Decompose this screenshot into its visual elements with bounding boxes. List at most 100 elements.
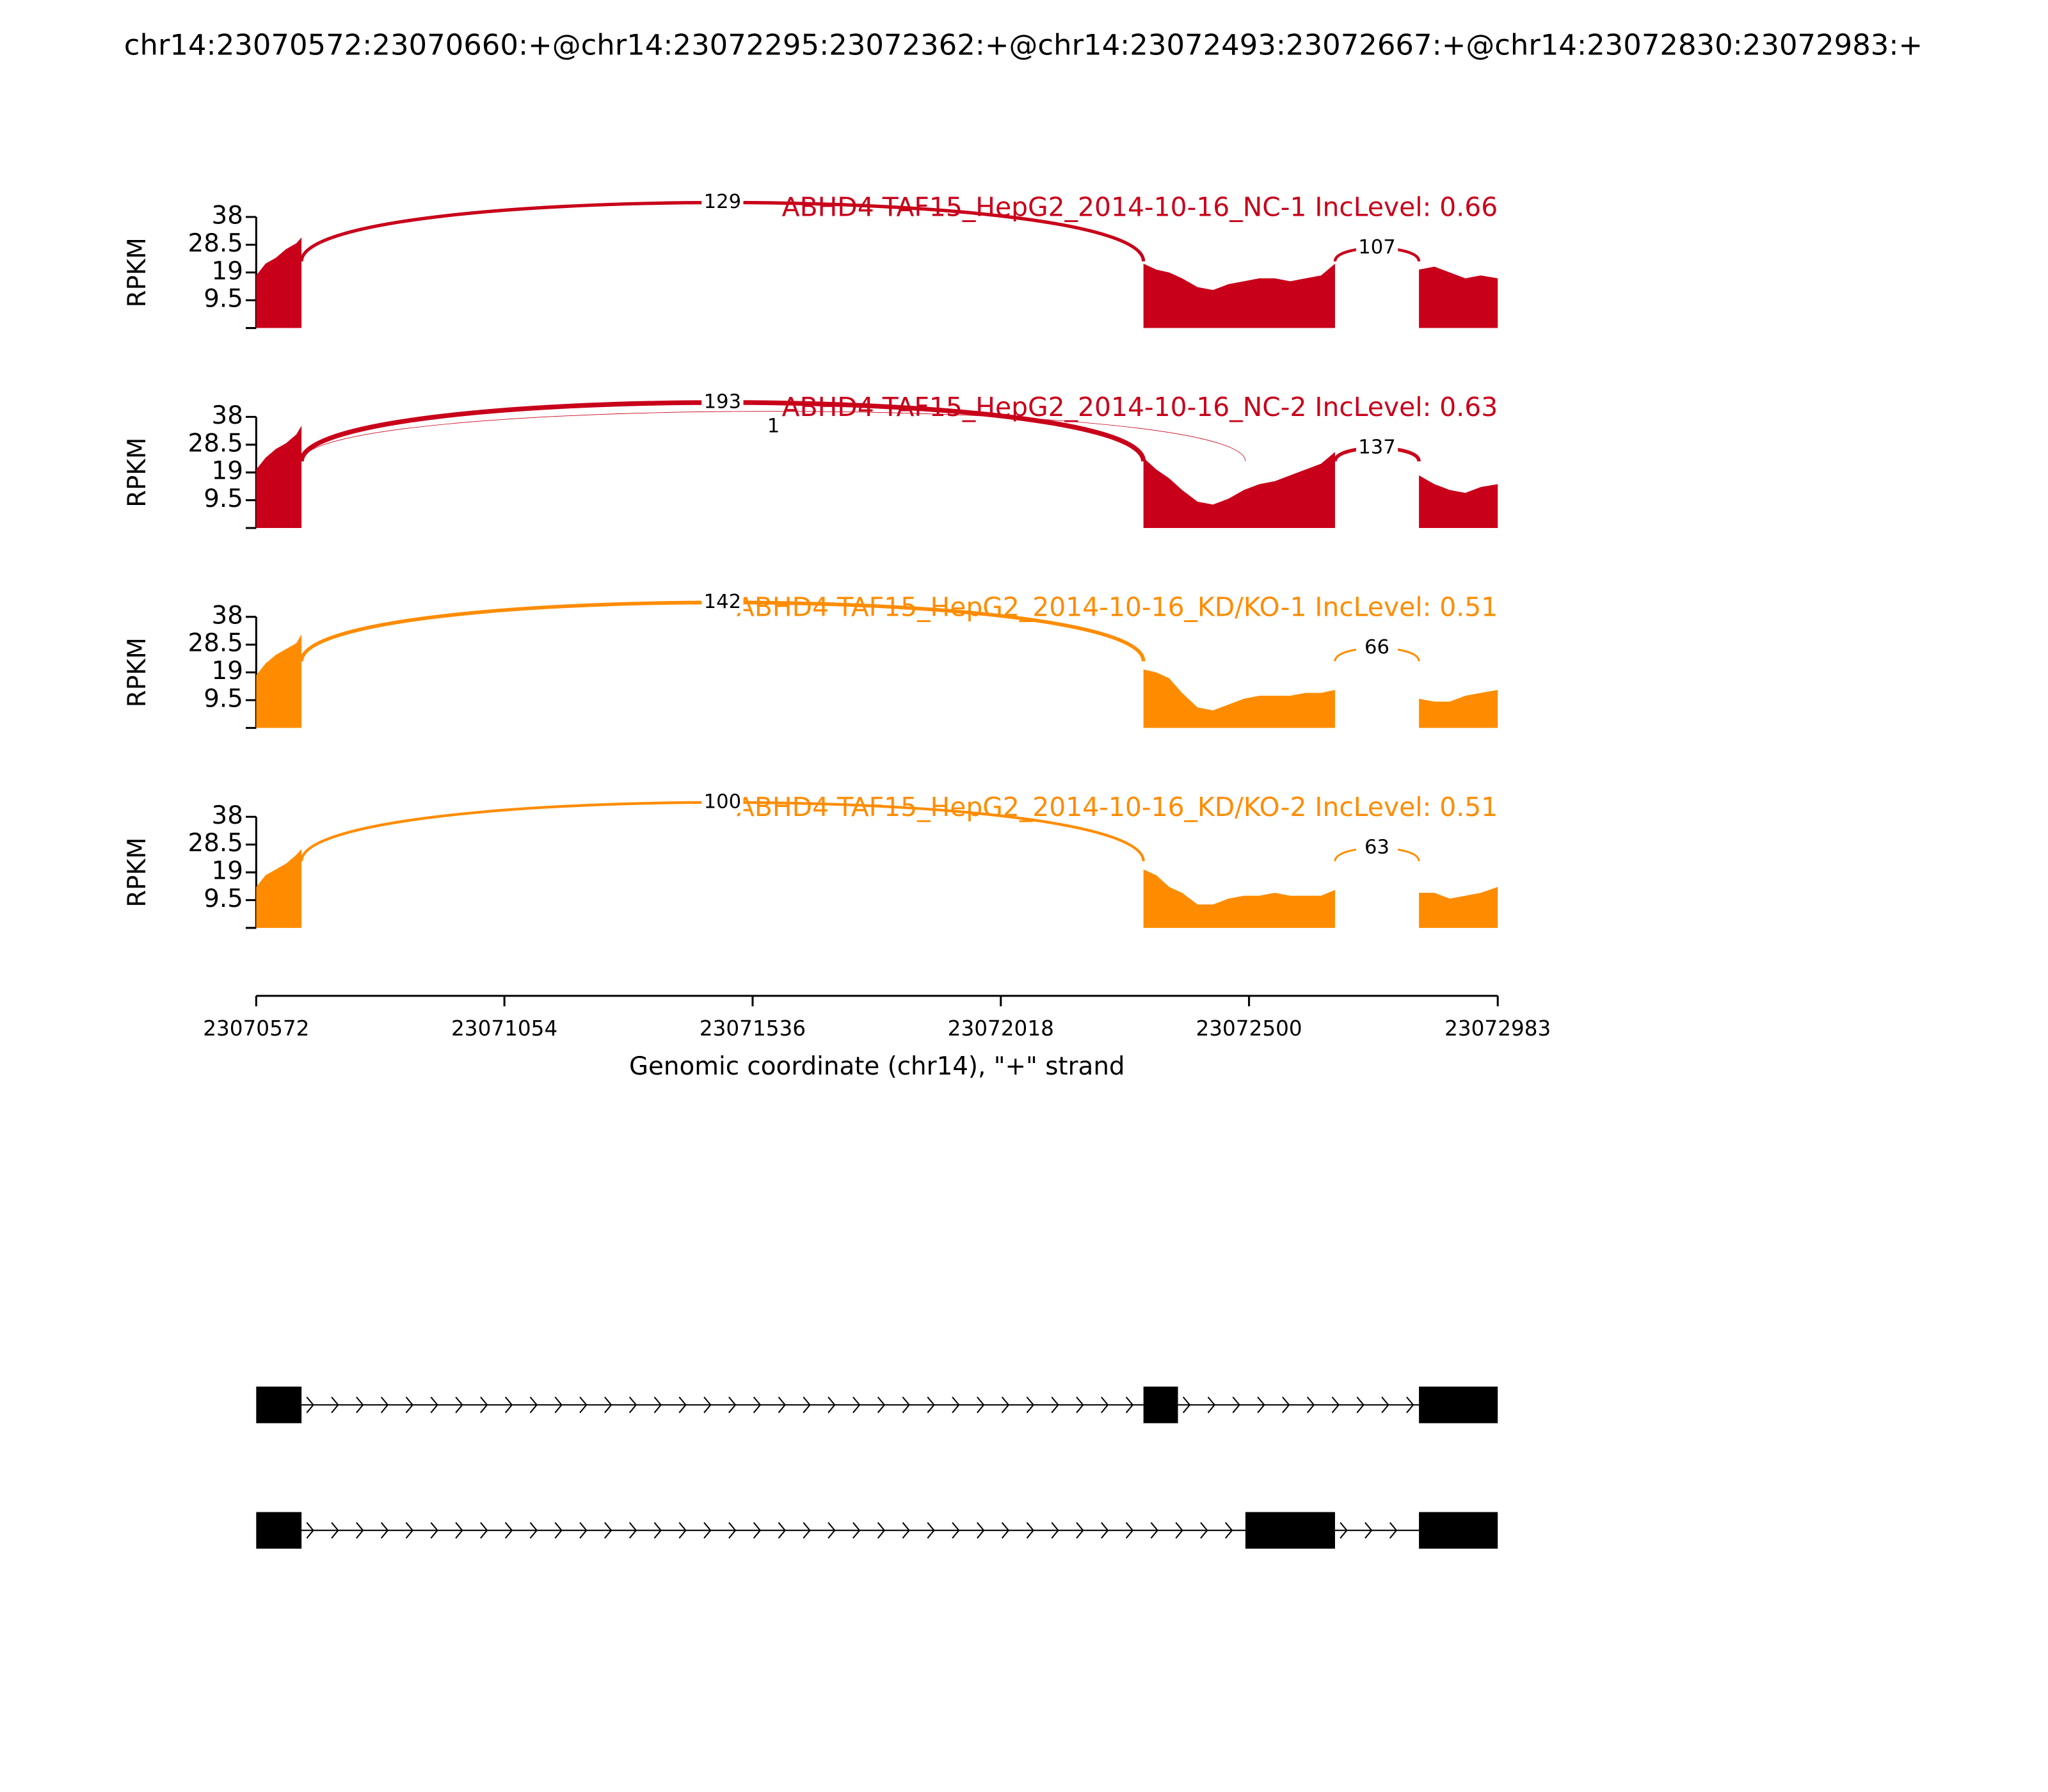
y-tick-label: 9.5 [204,884,243,913]
junction-label-bg [701,592,744,613]
y-axis-label: RPKM [123,438,152,508]
exon [256,1512,302,1549]
strand-chevron [803,1522,811,1539]
coverage-area [256,237,1498,328]
strand-chevron [927,1522,935,1539]
strand-chevron [653,1522,662,1539]
junction-label: 142 [704,591,741,613]
strand-chevron [828,1396,836,1414]
y-tick-label: 9.5 [204,484,243,513]
strand-chevron [1356,1396,1364,1414]
junction-label: 107 [1358,236,1395,259]
x-tick-label: 23072983 [1444,1016,1551,1041]
strand-chevron [1406,1396,1414,1414]
strand-chevron [902,1396,910,1414]
strand-chevron [628,1396,637,1414]
strand-chevron [678,1396,687,1414]
junction-label-bg [1356,237,1398,259]
junction-label-bg [701,392,744,413]
strand-chevron [554,1522,563,1539]
strand-chevron [504,1396,513,1414]
strand-chevron [529,1396,538,1414]
exon [1419,1386,1498,1423]
strand-chevron [1101,1396,1109,1414]
strand-chevron [977,1396,985,1414]
junction-label-bg [701,192,744,213]
junction-label: 63 [1364,836,1389,858]
y-tick-label: 38 [212,801,243,830]
strand-chevron [1331,1396,1340,1414]
strand-chevron [430,1396,438,1414]
strand-chevron [753,1396,762,1414]
coverage-area [256,849,1498,928]
y-tick-label: 38 [212,601,243,630]
junction-label: 1 [767,415,780,438]
y-tick-label: 28.5 [188,429,243,458]
strand-chevron [1389,1522,1398,1539]
strand-chevron [1101,1522,1109,1539]
strand-chevron [1026,1396,1034,1414]
strand-chevron [1364,1522,1373,1539]
strand-chevron [852,1396,861,1414]
junction-label: 66 [1364,636,1389,659]
x-tick-label: 23071054 [451,1016,557,1041]
strand-chevron [1282,1396,1290,1414]
panel-label: ABHD4 TAF15_HepG2_2014-10-16_KD/KO-1 Inc… [737,592,1498,623]
strand-chevron [504,1522,513,1539]
coverage-area [256,426,1498,528]
strand-chevron [455,1522,463,1539]
strand-chevron [1225,1522,1233,1539]
strand-chevron [380,1396,389,1414]
coverage-area [256,634,1498,728]
strand-chevron [529,1522,538,1539]
strand-chevron [778,1396,786,1414]
y-axis-label: RPKM [123,637,152,707]
strand-chevron [728,1522,737,1539]
junction-label-bg [1356,637,1398,659]
strand-chevron [703,1522,712,1539]
exon [1143,1386,1178,1423]
strand-chevron [405,1522,414,1539]
strand-chevron [778,1522,786,1539]
y-tick-label: 9.5 [204,285,243,314]
strand-chevron [902,1522,910,1539]
strand-chevron [1232,1396,1240,1414]
strand-chevron [653,1396,662,1414]
strand-chevron [331,1522,339,1539]
strand-chevron [678,1522,687,1539]
strand-chevron [430,1522,438,1539]
strand-chevron [1076,1522,1084,1539]
strand-chevron [803,1396,811,1414]
strand-chevron [1182,1396,1191,1414]
strand-chevron [852,1522,861,1539]
x-tick-label: 23071536 [700,1016,806,1041]
y-tick-label: 28.5 [188,629,243,658]
y-axis-label: RPKM [123,837,152,907]
strand-chevron [1207,1396,1216,1414]
strand-chevron [455,1396,463,1414]
strand-chevron [977,1522,985,1539]
strand-chevron [1306,1396,1315,1414]
strand-chevron [1001,1396,1010,1414]
strand-chevron [1150,1522,1158,1539]
y-tick-label: 38 [212,201,243,230]
strand-chevron [380,1522,389,1539]
y-tick-label: 9.5 [204,685,243,714]
strand-chevron [579,1522,588,1539]
strand-chevron [1381,1396,1389,1414]
strand-chevron [1257,1396,1265,1414]
junction-label-bg [701,792,744,813]
strand-chevron [331,1396,339,1414]
strand-chevron [1026,1522,1034,1539]
y-tick-label: 19 [212,857,243,886]
strand-chevron [306,1396,314,1414]
strand-chevron [877,1396,886,1414]
chart-title: chr14:23070572:23070660:+@chr14:23072295… [124,28,1923,62]
strand-chevron [356,1522,364,1539]
strand-chevron [356,1396,364,1414]
strand-chevron [952,1396,960,1414]
y-tick-label: 28.5 [188,829,243,858]
strand-chevron [1175,1522,1183,1539]
x-axis-label: Genomic coordinate (chr14), "+" strand [629,1052,1125,1081]
junction-label: 100 [704,790,741,813]
